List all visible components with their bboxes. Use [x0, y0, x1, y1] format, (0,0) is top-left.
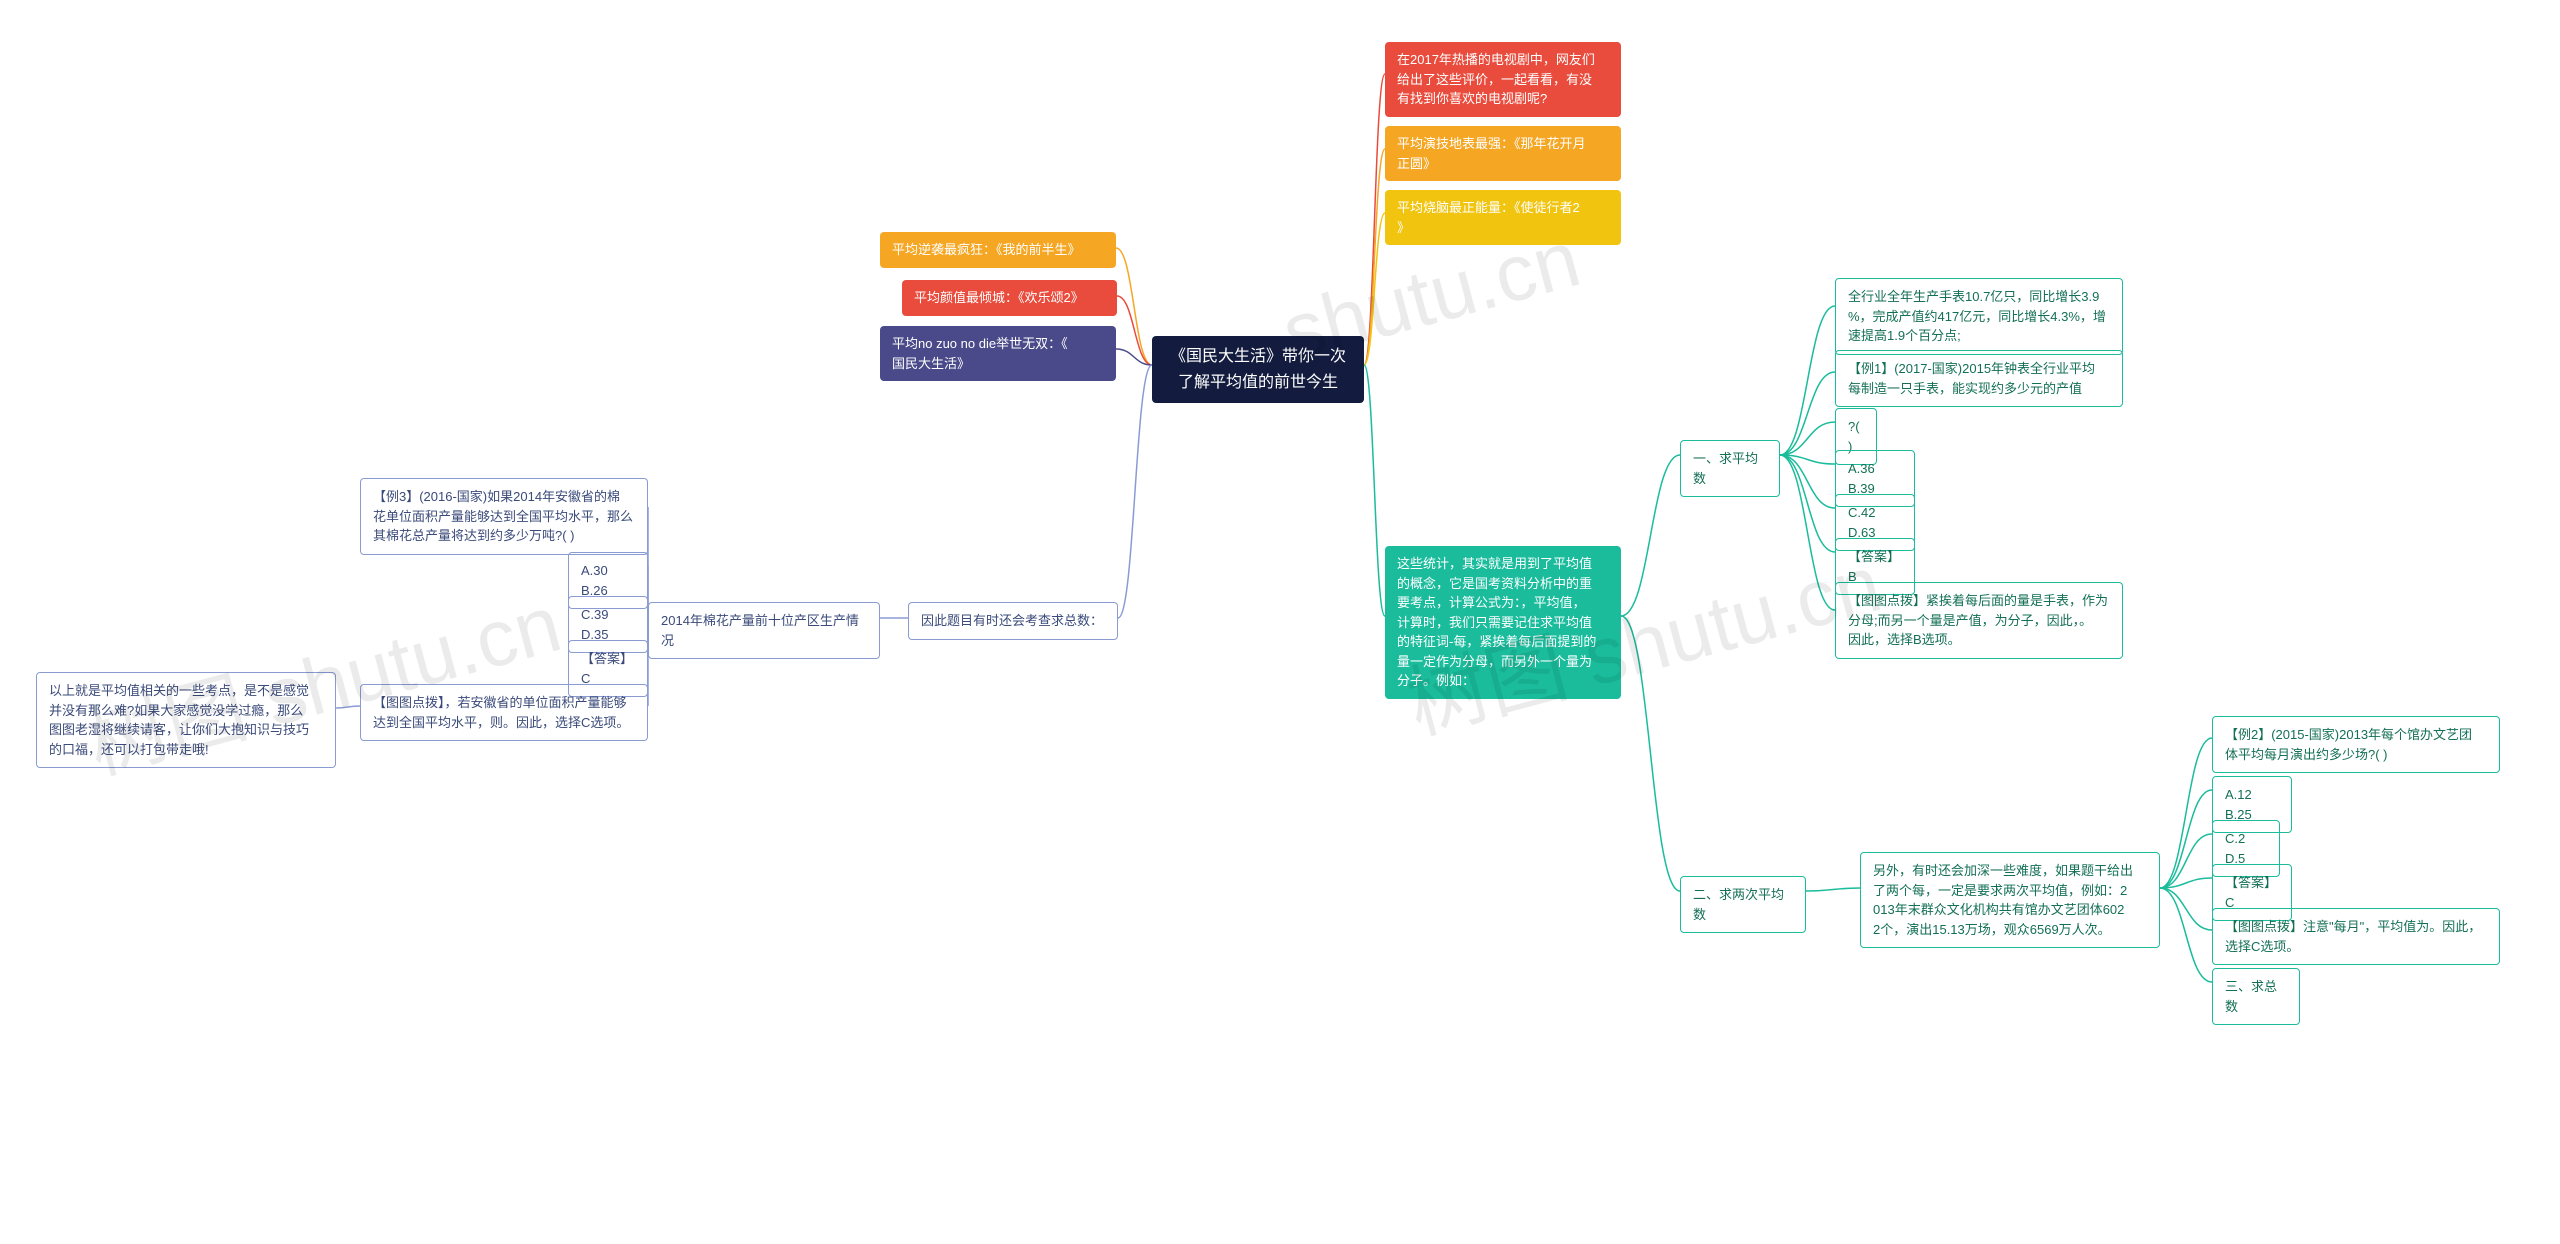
- node-label: C.39 D.35: [581, 607, 608, 642]
- node-label: 【例2】(2015-国家)2013年每个馆办文艺团体平均每月演出约多少场?( ): [2225, 727, 2472, 762]
- node-label: 另外，有时还会加深一些难度，如果题干给出了两个每，一定是要求两次平均值，例如：2…: [1873, 863, 2133, 937]
- node-label: C.42 D.63: [1848, 505, 1875, 540]
- node-l4a1[interactable]: 【例3】(2016-国家)如果2014年安徽省的棉花单位面积产量能够达到全国平均…: [360, 478, 648, 555]
- node-r4[interactable]: 这些统计，其实就是用到了平均值的概念，它是国考资料分析中的重要考点，计算公式为：…: [1385, 546, 1621, 699]
- edge-r4b0-r4b6: [2160, 888, 2212, 982]
- node-label: A.12 B.25: [2225, 787, 2252, 822]
- node-label: A.30 B.26: [581, 563, 608, 598]
- node-label: 因此题目有时还会考查求总数：: [921, 613, 1103, 628]
- node-label: 在2017年热播的电视剧中，网友们给出了这些评价，一起看看，有没有找到你喜欢的电…: [1397, 52, 1595, 106]
- edge-root-l2: [1117, 296, 1152, 365]
- connector-layer: [0, 0, 2560, 1244]
- edge-r4b0-r4b2: [2160, 790, 2212, 888]
- edge-r4-r4a: [1621, 455, 1680, 616]
- edge-l4a5-l4a5a: [336, 706, 360, 708]
- node-label: 三、求总数: [2225, 979, 2277, 1014]
- node-r4b1[interactable]: 【例2】(2015-国家)2013年每个馆办文艺团体平均每月演出约多少场?( ): [2212, 716, 2500, 773]
- node-l4a5a[interactable]: 以上就是平均值相关的一些考点，是不是感觉并没有那么难?如果大家感觉没学过瘾，那么…: [36, 672, 336, 768]
- node-label: 2014年棉花产量前十位产区生产情况: [661, 613, 859, 648]
- node-r4b0[interactable]: 另外，有时还会加深一些难度，如果题干给出了两个每，一定是要求两次平均值，例如：2…: [1860, 852, 2160, 948]
- node-l3[interactable]: 平均no zuo no die举世无双：《国民大生活》: [880, 326, 1116, 381]
- node-label: 平均颜值最倾城：《欢乐颂2》: [914, 290, 1084, 305]
- node-label: 平均逆袭最疯狂：《我的前半生》: [892, 242, 1081, 257]
- node-root[interactable]: 《国民大生活》带你一次了解平均值的前世今生: [1152, 336, 1364, 403]
- node-l4a5[interactable]: 【图图点拨】，若安徽省的单位面积产量能够达到全国平均水平，则。因此，选择C选项。: [360, 684, 648, 741]
- node-label: 【例3】(2016-国家)如果2014年安徽省的棉花单位面积产量能够达到全国平均…: [373, 489, 633, 543]
- edge-r4a-r4a6: [1780, 455, 1835, 552]
- edge-r4-r4b: [1621, 616, 1680, 891]
- node-r4a2[interactable]: 【例1】(2017-国家)2015年钟表全行业平均每制造一只手表，能实现约多少元…: [1835, 350, 2123, 407]
- node-r4b5[interactable]: 【图图点拨】注意"每月"，平均值为。因此，选择C选项。: [2212, 908, 2500, 965]
- node-label: C.2 D.5: [2225, 831, 2245, 866]
- node-r4a1[interactable]: 全行业全年生产手表10.7亿只，同比增长3.9%，完成产值约417亿元，同比增长…: [1835, 278, 2123, 355]
- node-label: 一、求平均数: [1693, 451, 1758, 486]
- edge-root-r3: [1364, 213, 1385, 365]
- node-label: 二、求两次平均数: [1693, 887, 1784, 922]
- node-label: A.36 B.39: [1848, 461, 1875, 496]
- node-l1[interactable]: 平均逆袭最疯狂：《我的前半生》: [880, 232, 1116, 268]
- edge-root-l4: [1118, 365, 1152, 618]
- node-label: 【答案】C: [2225, 875, 2277, 910]
- node-l4a[interactable]: 2014年棉花产量前十位产区生产情况: [648, 602, 880, 659]
- node-label: 【答案】B: [1848, 549, 1900, 584]
- node-label: 【图图点拨】紧挨着每后面的量是手表，作为分母;而另一个量是产值，为分子，因此，。…: [1848, 593, 2108, 647]
- edge-root-l1: [1116, 248, 1152, 365]
- edge-root-r4: [1364, 365, 1385, 616]
- node-r3[interactable]: 平均烧脑最正能量：《使徒行者2》: [1385, 190, 1621, 245]
- edge-r4a-r4a1: [1780, 306, 1835, 455]
- edge-root-l3: [1116, 349, 1152, 365]
- edge-r4a-r4a3: [1780, 422, 1835, 455]
- node-label: 平均演技地表最强：《那年花开月正圆》: [1397, 136, 1586, 171]
- node-label: 《国民大生活》带你一次了解平均值的前世今生: [1170, 348, 1346, 391]
- node-label: ?( ): [1848, 419, 1860, 454]
- node-label: 以上就是平均值相关的一些考点，是不是感觉并没有那么难?如果大家感觉没学过瘾，那么…: [49, 683, 309, 757]
- node-label: 【图图点拨】，若安徽省的单位面积产量能够达到全国平均水平，则。因此，选择C选项。: [373, 695, 629, 730]
- node-label: 【例1】(2017-国家)2015年钟表全行业平均每制造一只手表，能实现约多少元…: [1848, 361, 2095, 396]
- node-r4a7[interactable]: 【图图点拨】紧挨着每后面的量是手表，作为分母;而另一个量是产值，为分子，因此，。…: [1835, 582, 2123, 659]
- node-r2[interactable]: 平均演技地表最强：《那年花开月正圆》: [1385, 126, 1621, 181]
- edge-r4a-r4a4: [1780, 455, 1835, 464]
- node-r1[interactable]: 在2017年热播的电视剧中，网友们给出了这些评价，一起看看，有没有找到你喜欢的电…: [1385, 42, 1621, 117]
- node-r4b6[interactable]: 三、求总数: [2212, 968, 2300, 1025]
- node-label: 【答案】C: [581, 651, 633, 686]
- node-label: 平均烧脑最正能量：《使徒行者2》: [1397, 200, 1580, 235]
- edge-r4b0-r4b4: [2160, 878, 2212, 888]
- node-label: 平均no zuo no die举世无双：《国民大生活》: [892, 336, 1068, 371]
- edge-r4a-r4a5: [1780, 455, 1835, 508]
- edge-r4b0-r4b3: [2160, 834, 2212, 888]
- node-label: 全行业全年生产手表10.7亿只，同比增长3.9%，完成产值约417亿元，同比增长…: [1848, 289, 2106, 343]
- edge-r4a-r4a2: [1780, 372, 1835, 455]
- node-label: 这些统计，其实就是用到了平均值的概念，它是国考资料分析中的重要考点，计算公式为：…: [1397, 556, 1596, 688]
- node-label: 【图图点拨】注意"每月"，平均值为。因此，选择C选项。: [2225, 919, 2481, 954]
- node-l2[interactable]: 平均颜值最倾城：《欢乐颂2》: [902, 280, 1117, 316]
- node-r4b[interactable]: 二、求两次平均数: [1680, 876, 1806, 933]
- node-l4[interactable]: 因此题目有时还会考查求总数：: [908, 602, 1118, 640]
- edge-root-r2: [1364, 149, 1385, 365]
- edge-r4b0-r4b1: [2160, 738, 2212, 888]
- edge-r4a-r4a7: [1780, 455, 1835, 610]
- edge-r4b0-r4b5: [2160, 888, 2212, 930]
- edge-r4b-r4b0: [1806, 888, 1860, 891]
- node-r4a[interactable]: 一、求平均数: [1680, 440, 1780, 497]
- edge-root-r1: [1364, 74, 1385, 365]
